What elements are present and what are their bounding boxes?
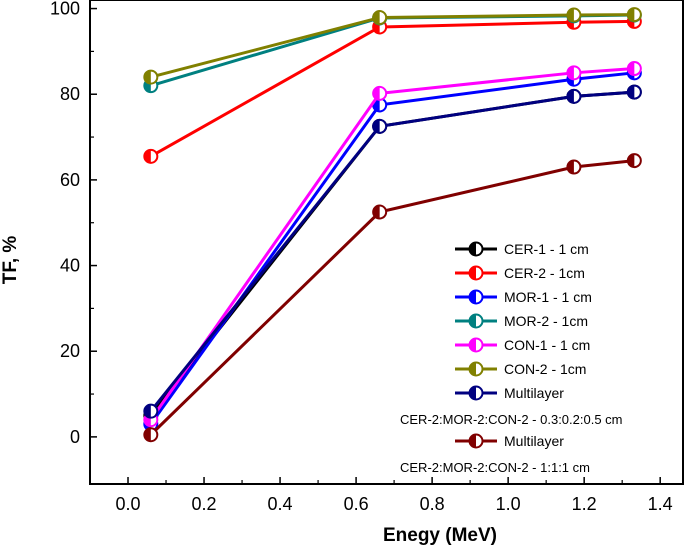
legend-marker bbox=[468, 433, 484, 449]
y-tick-label: 80 bbox=[60, 84, 80, 104]
y-tick-label: 60 bbox=[60, 170, 80, 190]
data-point bbox=[372, 85, 388, 101]
marker-fill bbox=[469, 386, 476, 400]
legend-marker bbox=[468, 385, 484, 401]
plot-area bbox=[89, 0, 684, 485]
data-point bbox=[143, 148, 159, 164]
y-tick-label: 40 bbox=[60, 256, 80, 276]
legend-label: CON-2 - 1cm bbox=[504, 361, 586, 377]
series-line bbox=[149, 67, 635, 421]
legend-item-7: Multilayer CER-2:MOR-2:CON-2 - 0.3:0.2:0.… bbox=[400, 385, 623, 427]
y-axis: 0 20 40 60 80 100 bbox=[50, 0, 97, 447]
data-point bbox=[372, 204, 388, 220]
legend-sublabel: CER-2:MOR-2:CON-2 - 0.3:0.2:0.5 cm bbox=[400, 412, 623, 427]
x-tick-label: 0.8 bbox=[420, 494, 445, 514]
legend-item-6: CON-2 - 1cm bbox=[455, 361, 586, 377]
marker-fill bbox=[627, 154, 635, 168]
marker-fill bbox=[567, 89, 574, 103]
x-tick-label: 0.2 bbox=[192, 494, 217, 514]
marker-fill bbox=[144, 149, 151, 163]
legend: CER-1 - 1 cm CER-2 - 1cm MOR-1 - 1 cm MOR-2… bbox=[400, 241, 623, 475]
series-8 bbox=[143, 153, 642, 443]
legend-item-4: MOR-2 - 1cm bbox=[455, 313, 588, 329]
marker-fill bbox=[469, 266, 476, 280]
x-axis: 0.0 0.2 0.4 0.6 0.8 1.0 1.2 1.4 bbox=[115, 477, 673, 514]
data-point bbox=[143, 427, 159, 443]
legend-marker bbox=[468, 289, 484, 305]
series-layer bbox=[143, 7, 642, 443]
legend-label: MOR-2 - 1cm bbox=[504, 313, 588, 329]
data-point bbox=[143, 69, 159, 85]
series-line bbox=[149, 71, 635, 425]
legend-marker bbox=[468, 265, 484, 281]
legend-label: Multilayer bbox=[504, 433, 564, 449]
y-axis-label: TF, % bbox=[0, 236, 21, 285]
marker-fill bbox=[469, 242, 476, 256]
marker-fill bbox=[469, 314, 476, 328]
marker-fill bbox=[567, 66, 574, 80]
legend-marker bbox=[468, 313, 484, 329]
data-point bbox=[372, 10, 388, 26]
legend-item-1: CER-1 - 1 cm bbox=[455, 241, 589, 257]
legend-item-5: CON-1 - 1 cm bbox=[455, 337, 590, 353]
x-tick-label: 0.6 bbox=[344, 494, 369, 514]
series-6 bbox=[143, 7, 642, 85]
legend-label: CER-1 - 1 cm bbox=[504, 241, 589, 257]
data-point bbox=[626, 61, 642, 77]
legend-label: CER-2 - 1cm bbox=[504, 265, 585, 281]
legend-marker bbox=[468, 241, 484, 257]
series-line bbox=[150, 19, 635, 158]
x-axis-label: Enegy (MeV) bbox=[383, 525, 497, 546]
marker-fill bbox=[627, 8, 635, 22]
legend-item-3: MOR-1 - 1 cm bbox=[455, 289, 592, 305]
data-point bbox=[626, 153, 642, 169]
marker-fill bbox=[469, 338, 476, 352]
series-line bbox=[150, 13, 635, 79]
legend-item-2: CER-2 - 1cm bbox=[455, 265, 585, 281]
y-tick-label: 0 bbox=[70, 427, 80, 447]
x-tick-label: 0.0 bbox=[115, 494, 140, 514]
marker-fill bbox=[144, 70, 151, 84]
data-point bbox=[566, 159, 582, 175]
marker-fill bbox=[373, 11, 380, 25]
marker-fill bbox=[373, 119, 380, 133]
data-point bbox=[626, 84, 642, 100]
marker-fill bbox=[567, 160, 574, 174]
marker-fill bbox=[469, 290, 476, 304]
marker-fill bbox=[567, 8, 574, 22]
legend-label: Multilayer bbox=[504, 385, 564, 401]
marker-fill bbox=[373, 205, 380, 219]
x-tick-label: 1.2 bbox=[572, 494, 597, 514]
y-tick-label: 100 bbox=[50, 0, 80, 19]
x-tick-label: 0.4 bbox=[268, 494, 293, 514]
marker-fill bbox=[144, 428, 151, 442]
data-point bbox=[626, 7, 642, 23]
marker-fill bbox=[144, 404, 151, 418]
marker-fill bbox=[469, 362, 476, 376]
series-7 bbox=[143, 84, 642, 419]
y-tick-label: 20 bbox=[60, 341, 80, 361]
series-line bbox=[149, 159, 635, 436]
marker-fill bbox=[469, 434, 476, 448]
legend-label: MOR-1 - 1 cm bbox=[504, 289, 592, 305]
marker-fill bbox=[627, 62, 635, 76]
series-line bbox=[149, 90, 635, 413]
data-point bbox=[143, 403, 159, 419]
data-point bbox=[566, 7, 582, 23]
legend-label: CON-1 - 1 cm bbox=[504, 337, 590, 353]
legend-sublabel: CER-2:MOR-2:CON-2 - 1:1:1 cm bbox=[400, 460, 590, 475]
data-point bbox=[566, 65, 582, 81]
legend-item-8: Multilayer CER-2:MOR-2:CON-2 - 1:1:1 cm bbox=[400, 433, 590, 475]
data-point bbox=[566, 88, 582, 104]
marker-fill bbox=[373, 86, 380, 100]
marker-fill bbox=[627, 85, 635, 99]
x-tick-label: 1.0 bbox=[496, 494, 521, 514]
legend-marker bbox=[468, 337, 484, 353]
x-tick-label: 1.4 bbox=[648, 494, 673, 514]
data-point bbox=[372, 118, 388, 134]
series-2 bbox=[143, 13, 642, 164]
legend-marker bbox=[468, 361, 484, 377]
